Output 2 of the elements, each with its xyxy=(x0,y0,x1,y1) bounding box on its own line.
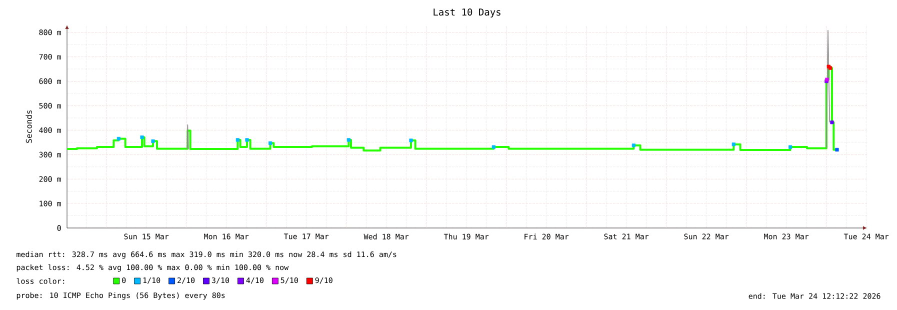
y-axis-title: Seconds xyxy=(26,110,32,143)
chart-title: Last 10 Days xyxy=(434,8,500,18)
